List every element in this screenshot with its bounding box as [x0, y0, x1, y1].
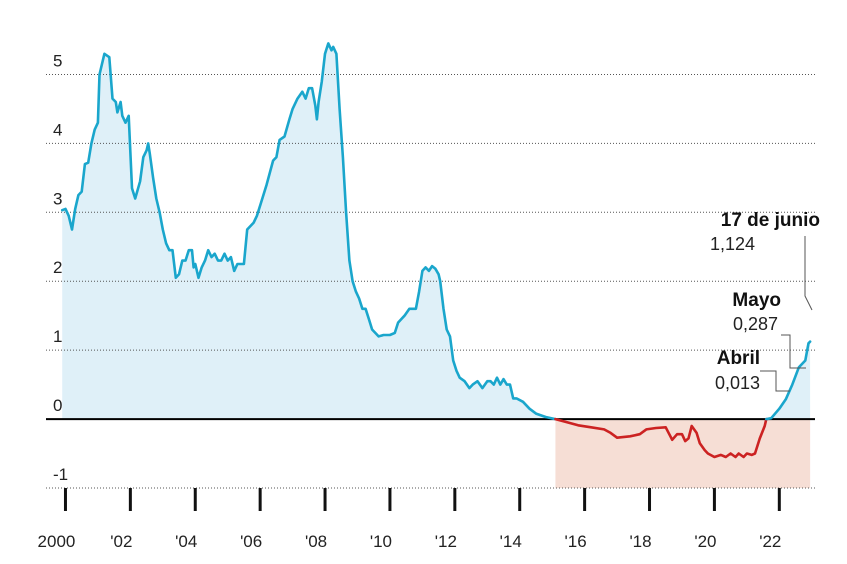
negative-region [555, 419, 811, 488]
x-tick-label: '02 [110, 532, 132, 551]
negative-region-fill [555, 419, 811, 488]
x-tick-label: '14 [500, 532, 522, 551]
annotation-june-title: 17 de junio [721, 210, 820, 231]
series-line-1 [554, 417, 768, 459]
area-fill-0 [62, 43, 556, 420]
annotation-april: Abril 0,013 [715, 348, 790, 393]
annotation-june: 17 de junio 1,124 [710, 210, 820, 311]
x-axis: 2000 '02 '04 '06 '08 '10 '12 '14 '16 '18 '20 '22 [38, 488, 781, 551]
y-tick-label: 0 [53, 396, 62, 415]
annotation-may-leader [781, 334, 806, 369]
annotation-june-leader [804, 236, 813, 311]
x-tick-label: '12 [435, 532, 457, 551]
y-tick-label: -1 [53, 465, 68, 484]
y-axis-labels: 5 4 3 2 1 0 -1 [53, 51, 68, 484]
annotation-april-value: 0,013 [715, 373, 760, 393]
x-tick-label: '20 [694, 532, 716, 551]
x-tick-label: '08 [305, 532, 327, 551]
annotation-june-value: 1,124 [710, 234, 755, 254]
y-tick-label: 3 [53, 189, 62, 208]
y-tick-label: 4 [53, 120, 62, 139]
x-tick-label: '06 [240, 532, 262, 551]
positive-area-fill [62, 43, 811, 420]
gridlines [46, 73, 815, 489]
annotation-april-leader [760, 370, 790, 392]
series-line-2 [764, 340, 812, 421]
x-tick-label: 2000 [38, 532, 76, 551]
annotation-april-title: Abril [717, 348, 760, 369]
annotation-may-title: Mayo [732, 290, 781, 311]
x-tick-label: '16 [565, 532, 587, 551]
series-line-0 [60, 42, 557, 421]
annotation-may-value: 0,287 [733, 314, 778, 334]
y-tick-label: 5 [53, 51, 62, 70]
series-lines [60, 42, 812, 459]
annotation-may: Mayo 0,287 [732, 290, 806, 369]
x-tick-label: '10 [370, 532, 392, 551]
area-fill-2 [766, 341, 811, 420]
x-tick-label: '18 [629, 532, 651, 551]
y-tick-label: 1 [53, 327, 62, 346]
x-tick-label: '04 [175, 532, 197, 551]
y-tick-label: 2 [53, 258, 62, 277]
x-tick-label: '22 [759, 532, 781, 551]
